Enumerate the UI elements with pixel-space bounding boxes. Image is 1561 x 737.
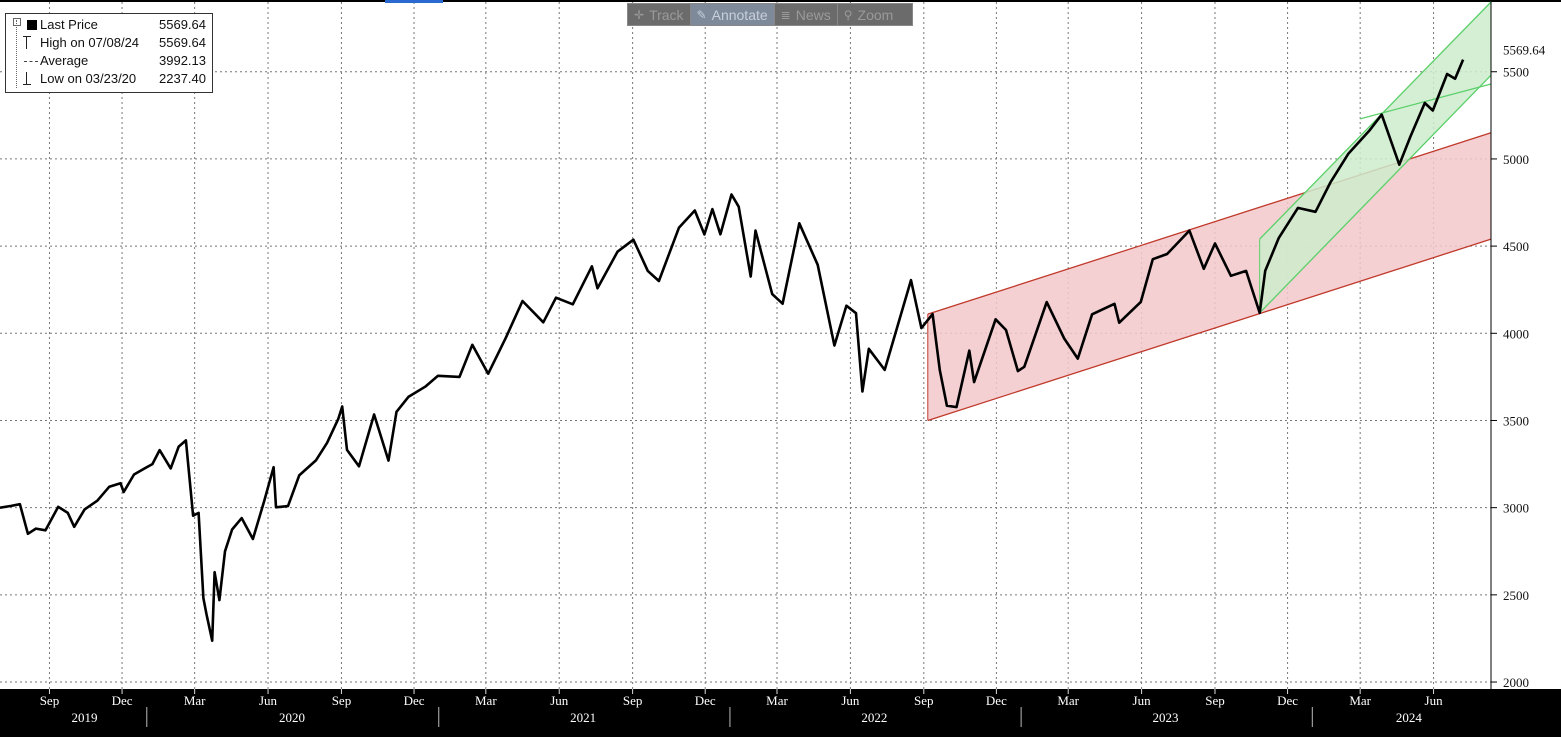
track-label: Track	[649, 6, 684, 23]
y-tick-label: 3000	[1503, 501, 1529, 516]
legend-high-value: 5569.64	[159, 35, 206, 50]
x-tick-label: Mar	[1349, 693, 1371, 708]
last-price-tag: 5569.64	[1503, 43, 1546, 58]
x-year-label: 2019	[72, 710, 98, 725]
y-tick-label: 5500	[1503, 65, 1529, 80]
legend-last-value: 5569.64	[159, 17, 206, 32]
x-tick-label: Sep	[914, 693, 934, 708]
x-tick-label: Jun	[1425, 693, 1444, 708]
legend-average-label: Average	[40, 53, 89, 68]
legend-row-low[interactable]: Low on 03/23/20 2237.40	[6, 70, 212, 88]
y-tick-label: 2500	[1503, 588, 1529, 603]
x-axis: Sep Dec Mar Jun Sep Dec Mar Jun Sep Dec Mar Jun Sep D…	[0, 689, 1561, 737]
average-line-icon	[24, 61, 38, 62]
price-series	[0, 59, 1465, 642]
channel-lower-red	[927, 238, 1492, 422]
pencil-icon: ✎	[696, 7, 707, 22]
right-axis-band	[1491, 2, 1561, 689]
y-tick-label: 5000	[1503, 152, 1529, 167]
y-tick-label: 4500	[1503, 239, 1529, 254]
x-tick-label: Sep	[332, 693, 352, 708]
legend-high-label: High on 07/08/24	[40, 35, 140, 50]
legend-row-last-price[interactable]: Last Price 5569.64	[6, 16, 212, 34]
magnifier-icon: ⚲	[843, 7, 853, 22]
x-axis-band	[0, 689, 1561, 737]
x-tick-label: Mar	[475, 693, 497, 708]
x-year-label: 2021	[570, 710, 596, 725]
x-tick-label: Sep	[1205, 693, 1225, 708]
track-button[interactable]: ✛ Track	[628, 4, 691, 25]
x-tick-label: Dec	[404, 693, 425, 708]
x-tick-label: Mar	[1057, 693, 1079, 708]
x-tick-label: Jun	[259, 693, 278, 708]
chart-legend[interactable]: Last Price 5569.64 High on 07/08/24 5569…	[5, 13, 213, 93]
channel-lower-green	[1259, 74, 1492, 314]
annotate-label: Annotate	[711, 6, 768, 23]
zoom-button[interactable]: ⚲ Zoom	[838, 4, 900, 25]
x-tick-label: Jun	[841, 693, 860, 708]
y-tick-label: 2000	[1503, 675, 1529, 690]
x-tick-label: Dec	[112, 693, 133, 708]
y-axis: 2000 2500 3000 3500 4000 4500 5000 5500	[1490, 2, 1529, 690]
price-line	[0, 59, 1465, 642]
legend-last-label: Last Price	[40, 17, 98, 32]
channel-upper-green	[1259, 1, 1492, 240]
x-tick-label: Dec	[986, 693, 1007, 708]
y-tick-label: 3500	[1503, 413, 1529, 428]
x-tick-label: Jun	[1133, 693, 1152, 708]
y-tick-label: 4000	[1503, 326, 1529, 341]
legend-average-value: 3992.13	[159, 53, 206, 68]
news-icon: ≣	[780, 7, 791, 22]
legend-row-average[interactable]: Average 3992.13	[6, 52, 212, 70]
trend-channels	[927, 1, 1492, 422]
legend-low-value: 2237.40	[159, 71, 206, 86]
crosshair-icon: ✛	[634, 7, 645, 22]
window-accent-bar	[385, 0, 443, 3]
channel-midline-green	[1360, 83, 1492, 120]
annotate-button[interactable]: ✎ Annotate	[690, 4, 775, 25]
legend-low-label: Low on 03/23/20	[40, 71, 137, 86]
plot-area	[0, 2, 1491, 689]
x-tick-label: Dec	[1277, 693, 1298, 708]
news-button[interactable]: ≣ News	[775, 4, 838, 25]
x-year-label: 2020	[279, 710, 305, 725]
x-tick-label: Jun	[550, 693, 569, 708]
legend-collapse-toggle[interactable]	[13, 18, 21, 26]
zoom-label: Zoom	[857, 6, 894, 23]
high-marker-icon	[23, 36, 38, 49]
legend-row-high[interactable]: High on 07/08/24 5569.64	[6, 34, 212, 52]
x-tick-label: Mar	[766, 693, 788, 708]
x-tick-label: Sep	[40, 693, 60, 708]
x-tick-label: Dec	[695, 693, 716, 708]
x-tick-label: Mar	[184, 693, 206, 708]
black-square-icon	[27, 20, 37, 30]
x-tick-label: Sep	[623, 693, 643, 708]
legend-tree-line	[16, 20, 23, 88]
chart-toolbar: ✛ Track ✎ Annotate ≣ News ⚲ Zoom	[627, 3, 913, 26]
news-label: News	[795, 6, 831, 23]
x-year-label: 2024	[1396, 710, 1423, 725]
x-year-label: 2022	[861, 710, 887, 725]
channel-fill-green	[1259, 2, 1491, 313]
low-marker-icon	[23, 72, 38, 85]
x-year-label: 2023	[1153, 710, 1179, 725]
